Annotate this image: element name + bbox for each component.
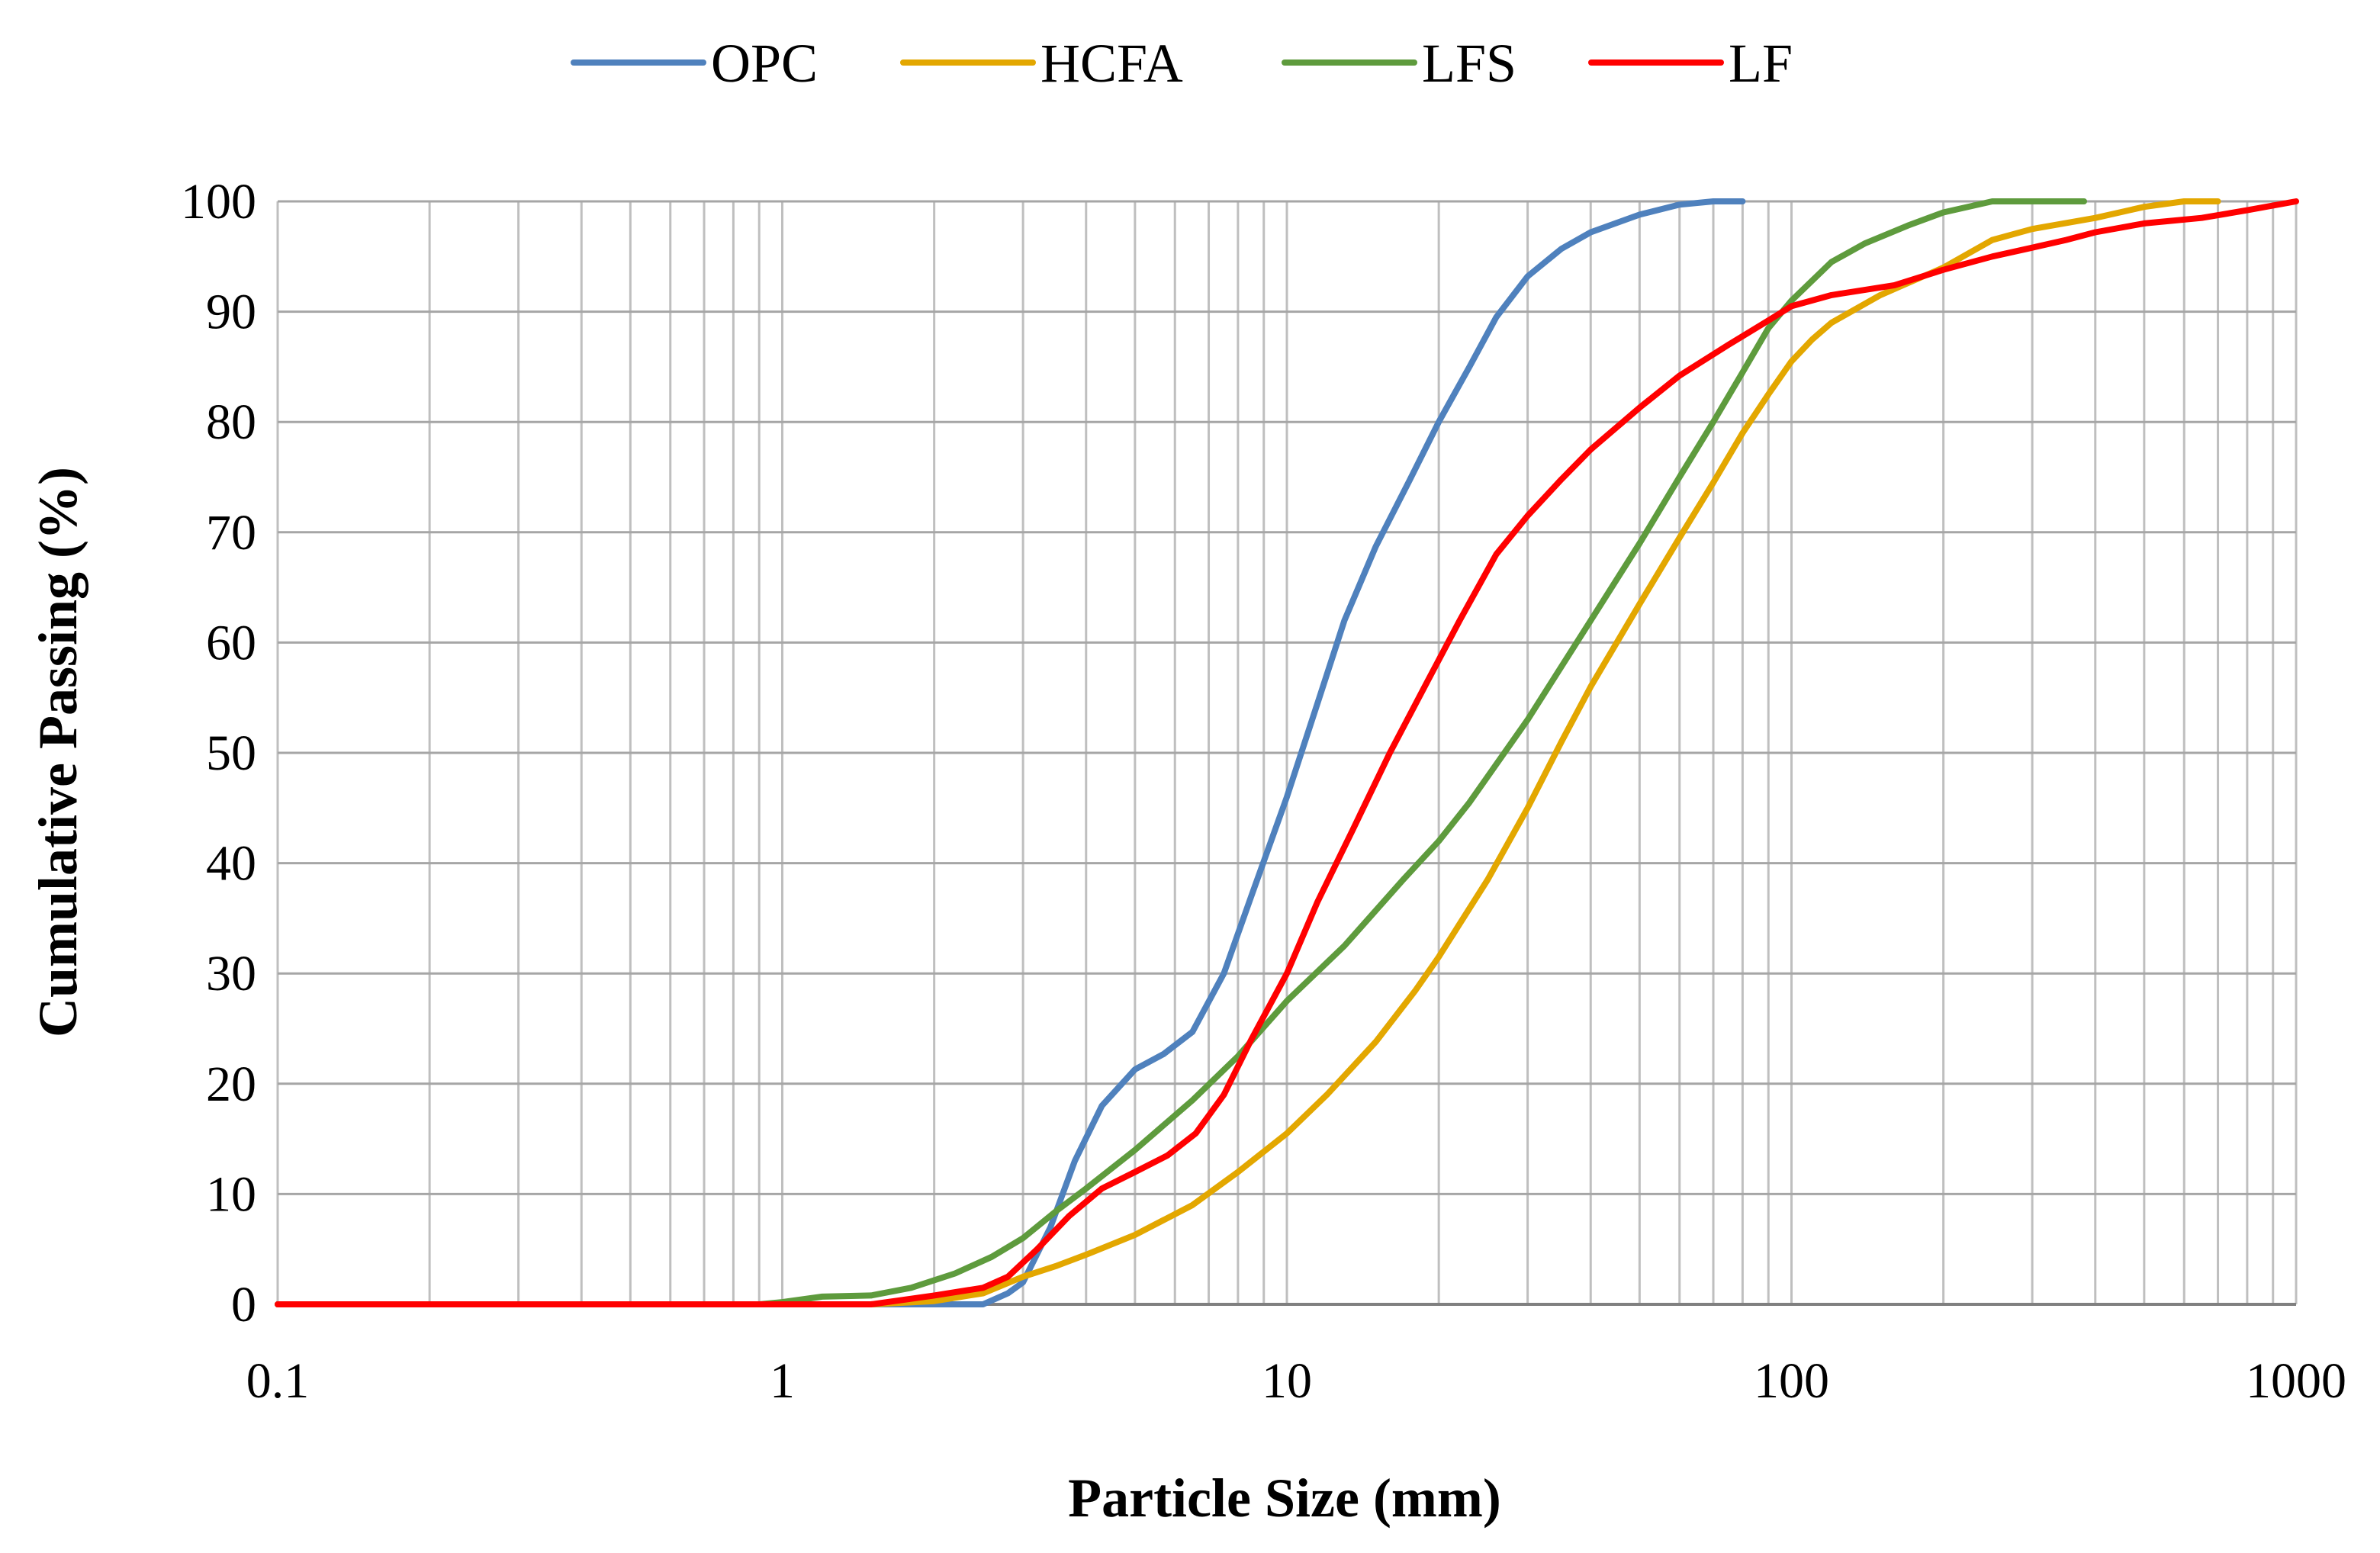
legend-label-lf: LF (1729, 33, 1793, 94)
grid (276, 200, 2298, 1306)
y-tick-label: 90 (206, 285, 256, 340)
y-tick-label: 30 (206, 946, 256, 1002)
y-tick-label: 10 (206, 1166, 256, 1222)
legend: OPC HCFA LFS LF (571, 33, 1793, 94)
y-tick-label: 60 (206, 615, 256, 670)
x-tick-labels: 0.1 1 10 100 1000 (246, 1353, 2346, 1409)
series-lines (275, 198, 2299, 1307)
legend-label-lfs: LFS (1422, 33, 1516, 94)
x-axis-title: Particle Size (mm) (1068, 1468, 1501, 1529)
series-line-lf (275, 198, 2299, 1307)
legend-label-hcfa: HCFA (1040, 33, 1183, 94)
x-tick-label: 100 (1754, 1353, 1829, 1409)
y-tick-label: 0 (231, 1277, 256, 1333)
series-line-hcfa (275, 198, 2221, 1307)
y-tick-label: 50 (206, 725, 256, 781)
y-tick-label: 20 (206, 1056, 256, 1112)
x-tick-label: 0.1 (246, 1353, 310, 1409)
series-line-lfs (275, 198, 2087, 1307)
y-tick-labels: 0 10 20 30 40 50 60 70 80 90 100 (181, 174, 256, 1333)
x-tick-label: 10 (1262, 1353, 1312, 1409)
y-tick-label: 40 (206, 836, 256, 892)
series-line-opc (275, 198, 1746, 1307)
y-tick-label: 70 (206, 505, 256, 561)
y-tick-label: 100 (181, 174, 256, 230)
y-axis-title: Cumulative Passing (%) (27, 467, 88, 1037)
x-tick-label: 1000 (2246, 1353, 2346, 1409)
legend-label-opc: OPC (711, 33, 818, 94)
y-tick-label: 80 (206, 394, 256, 450)
x-tick-label: 1 (770, 1353, 795, 1409)
